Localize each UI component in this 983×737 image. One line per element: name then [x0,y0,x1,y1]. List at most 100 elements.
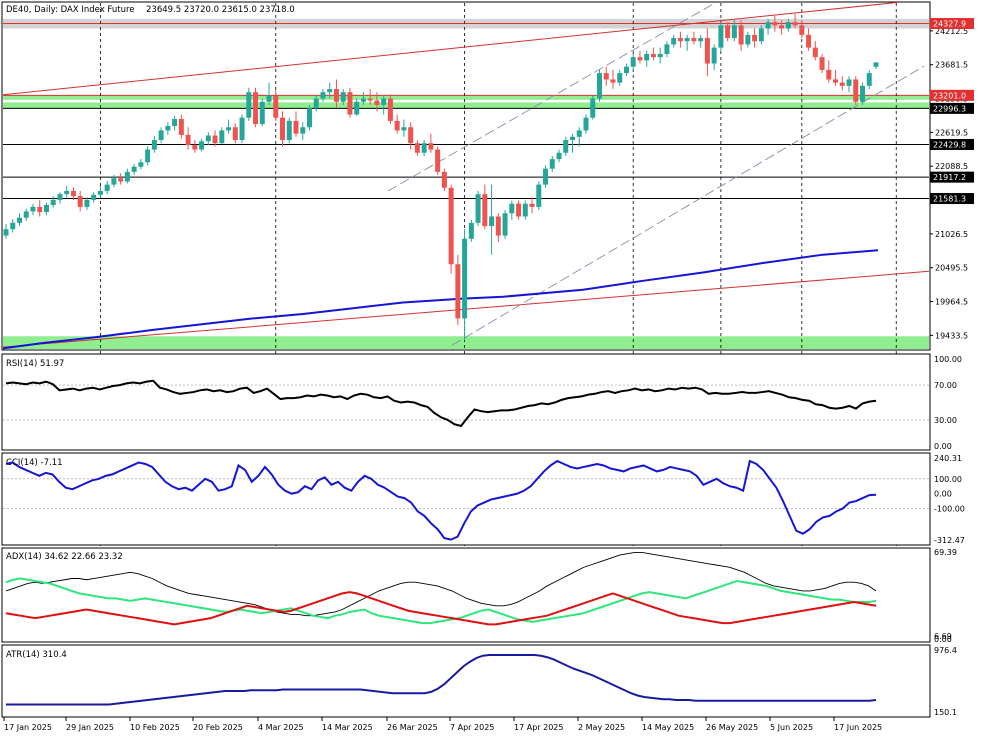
candle-body [16,217,22,223]
tick-label: 100.00 [934,475,962,484]
candle-body [468,222,474,239]
price-tick-label: 21026.5 [935,230,968,239]
candle-body [516,203,522,217]
candle-body [293,120,299,134]
zone-1 [3,95,929,100]
time-tick-label: 14 May 2025 [642,723,694,732]
candle-body [590,98,596,118]
time-tick-label: 26 Mar 2025 [387,723,438,732]
level-label-box [930,138,974,150]
candle-body [873,62,879,67]
candle-body [475,194,481,223]
price-tick-label: 22088.5 [935,162,968,171]
tick-label: 6.69 [934,632,952,641]
level-label-2: 22996.3 [933,104,966,113]
candle-body [536,184,542,207]
channel-dashed-upper [387,2,716,192]
candle-body [151,139,157,150]
candle-body [684,38,690,42]
rsi-panel: 100.00 70.00 30.00 0.00 RSI(14) 51.97 [1,353,962,451]
candle-body [617,73,623,83]
candle-body [698,38,704,42]
series-ATR(14) 310.4 [6,653,877,706]
tick-label: -312.47 [934,536,965,545]
series-ADX [5,552,877,617]
candle-body [91,194,97,200]
tick-label: 976.4 [934,646,957,655]
rsi-title: RSI(14) 51.97 [6,359,64,369]
candle-body [691,38,697,42]
candle-body [556,152,562,160]
candle-body [347,92,353,115]
candle-body [259,101,265,125]
candle-body [354,101,360,115]
price-panel: 24212.523681.523150.522619.522088.521557… [1,1,974,716]
candle-body [286,120,292,140]
series--DI [5,591,877,626]
candle-body [401,127,407,131]
series-+DI [5,577,877,625]
candle-body [306,108,312,128]
tick-label: 100.00 [934,355,962,364]
price-tick-label: 24212.5 [935,27,968,36]
candle-body [779,25,785,29]
time-tick-label: 20 Feb 2025 [193,723,243,732]
candle-body [205,135,211,142]
candle-body [64,190,70,195]
cci-title: CCI(14) -7.11 [6,458,63,468]
candle-body [340,92,346,102]
candle-body [84,199,90,207]
level-label-1: 23201.0 [933,91,966,100]
candle-body [23,211,29,218]
candle-body [583,117,589,131]
level-label-4: 21917.2 [933,173,966,182]
candle-body [522,203,528,217]
candle-body [381,98,387,105]
candle-body [226,127,232,131]
level-label-3: 22429.8 [933,140,966,149]
tick-label: -100.00 [934,504,965,513]
candle-body [758,28,764,42]
candle-body [118,178,124,182]
channel-dashed-lower [451,65,925,346]
candle-body [43,204,49,213]
candle-body [677,38,683,42]
candle-body [671,38,677,45]
candle-body [172,118,178,126]
header-ohlc: 23649.5 23720.0 23615.0 23718.0 [146,5,295,15]
zone-2 [3,102,929,109]
candle-body [374,100,380,105]
candle-body [320,92,326,99]
candle-body [158,130,164,140]
candle-body [846,79,852,86]
candle-body [644,53,650,61]
candle-body [489,216,495,227]
candle-body [650,53,656,58]
candle-body [10,222,16,230]
candle-body [745,34,751,45]
price-tick-label: 20495.5 [935,264,968,273]
price-tick-label: 19433.5 [935,331,968,340]
candle-body [30,206,36,212]
time-tick-label: 29 Jan 2025 [66,723,114,732]
candle-body [738,25,744,45]
candle-body [772,22,778,26]
series-RSI(14) 51.97 [5,379,877,428]
candle-body [124,171,130,182]
atr-panel: 976.4 150.1 ATR(14) 310.4 [1,644,957,718]
level-label-box [930,89,974,101]
tick-label: 240.31 [934,454,962,463]
candle-body [799,25,805,35]
candle-body [104,184,110,191]
candle-body [549,159,555,169]
level-label-box [930,18,974,30]
candle-body [866,73,872,86]
series-CCI(14) -7.11 [5,459,877,541]
candle-body [360,98,366,102]
time-axis: 17 Jan 2025 29 Jan 2025 10 Feb 2025 20 Feb … [3,717,882,732]
candle-body [428,143,434,150]
candle-body [70,190,76,197]
price-tick-label: 22619.5 [935,128,968,137]
candle-body [77,196,83,207]
